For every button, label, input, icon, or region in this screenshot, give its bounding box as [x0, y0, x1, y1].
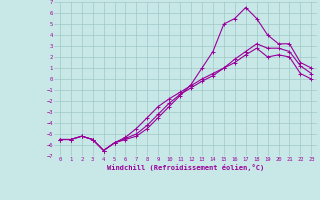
X-axis label: Windchill (Refroidissement éolien,°C): Windchill (Refroidissement éolien,°C) — [107, 164, 264, 171]
